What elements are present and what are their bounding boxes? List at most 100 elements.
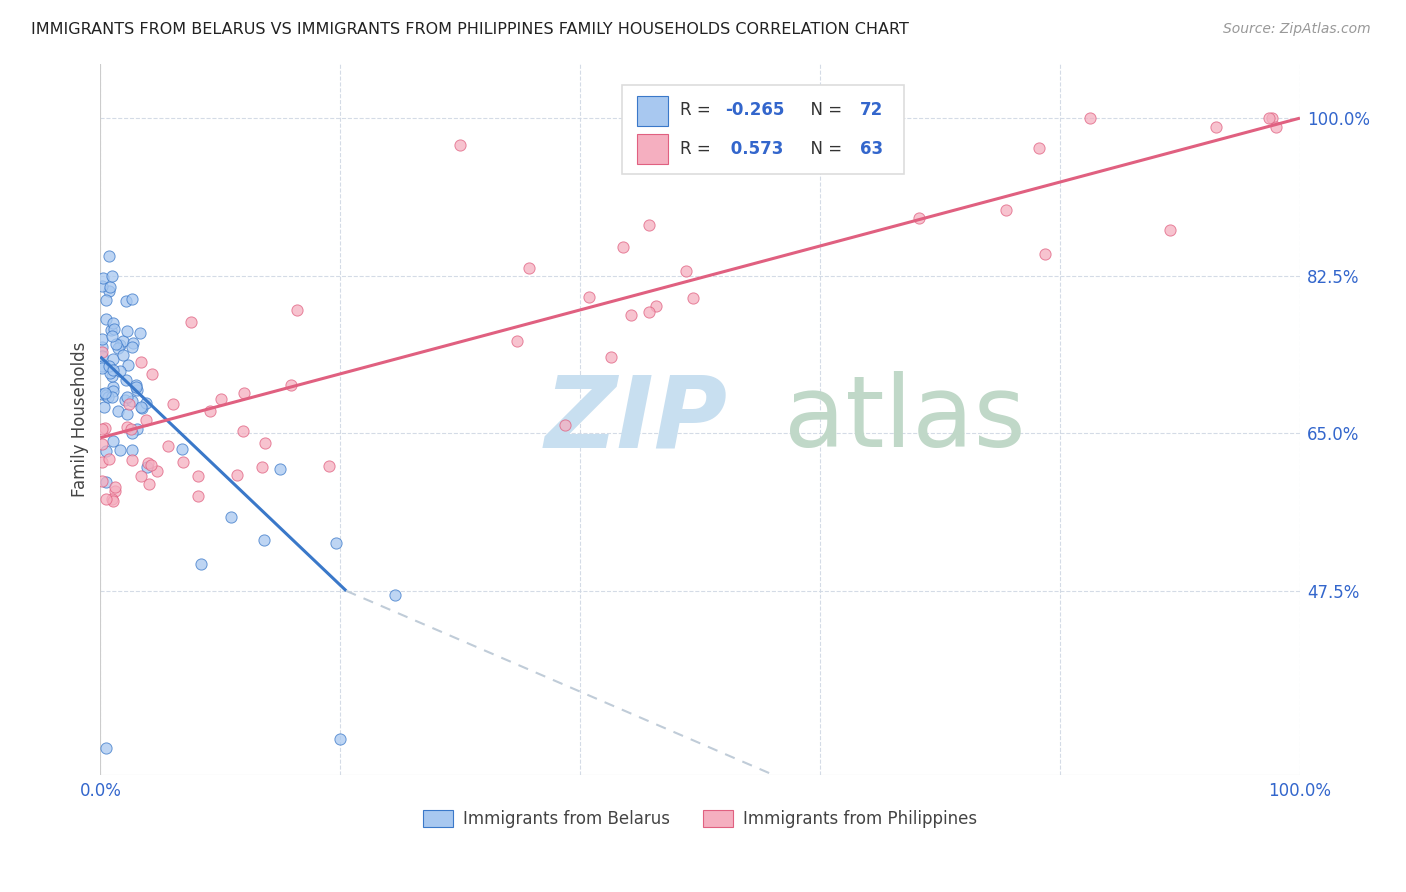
Text: -0.265: -0.265 <box>725 102 785 120</box>
Point <box>94 421 117 435</box>
Point <box>98 248 121 262</box>
Point <box>638 305 661 319</box>
Point <box>97 452 120 467</box>
Point <box>139 458 162 472</box>
Point <box>1265 120 1288 134</box>
Point <box>506 334 529 349</box>
Point <box>103 322 125 336</box>
Text: Source: ZipAtlas.com: Source: ZipAtlas.com <box>1223 22 1371 37</box>
Text: 72: 72 <box>859 102 883 120</box>
Point <box>100 323 122 337</box>
Point <box>1033 246 1056 260</box>
Point <box>280 378 302 392</box>
Point <box>121 393 143 408</box>
Point <box>131 401 153 416</box>
Point <box>121 453 143 467</box>
Point <box>101 369 124 384</box>
Point <box>384 588 406 602</box>
Point <box>91 475 114 489</box>
Point <box>129 468 152 483</box>
Point <box>108 364 131 378</box>
Point <box>578 290 600 304</box>
Point <box>98 280 121 294</box>
Point <box>90 422 112 436</box>
Text: 63: 63 <box>859 140 883 158</box>
Point <box>1159 223 1181 237</box>
Point <box>101 434 124 448</box>
Point <box>121 341 143 355</box>
Point <box>103 363 125 377</box>
Point <box>645 299 668 313</box>
Point <box>135 396 157 410</box>
Legend: Immigrants from Belarus, Immigrants from Philippines: Immigrants from Belarus, Immigrants from… <box>416 803 984 835</box>
Point <box>138 477 160 491</box>
Point <box>96 741 118 756</box>
Point <box>1258 111 1281 125</box>
Point <box>96 312 118 326</box>
Point <box>517 260 540 275</box>
Text: ZIP: ZIP <box>544 371 727 468</box>
Point <box>101 352 124 367</box>
Point <box>93 386 115 401</box>
Point <box>253 436 276 450</box>
Point <box>90 359 112 373</box>
Text: R =: R = <box>679 102 716 120</box>
Point <box>170 442 193 456</box>
Point <box>637 218 659 232</box>
Point <box>103 316 125 330</box>
Point <box>908 211 931 225</box>
Point <box>129 400 152 414</box>
Point <box>117 358 139 372</box>
Point <box>127 383 149 397</box>
Point <box>995 202 1018 217</box>
Point <box>96 443 118 458</box>
Point <box>180 315 202 329</box>
Point <box>101 269 124 284</box>
Point <box>219 510 242 524</box>
Point <box>115 324 138 338</box>
Point <box>125 377 148 392</box>
Point <box>118 397 141 411</box>
Point <box>90 344 112 359</box>
Y-axis label: Family Households: Family Households <box>72 343 89 498</box>
Point <box>90 437 112 451</box>
Point <box>269 461 291 475</box>
Point <box>125 379 148 393</box>
Point <box>675 263 697 277</box>
Point <box>129 355 152 369</box>
Point <box>156 439 179 453</box>
Point <box>90 361 112 376</box>
Point <box>96 475 118 490</box>
Point <box>96 491 118 506</box>
Point <box>117 419 139 434</box>
Text: atlas: atlas <box>785 371 1026 468</box>
Point <box>107 341 129 355</box>
Point <box>682 291 704 305</box>
Point <box>101 492 124 507</box>
Point <box>120 422 142 436</box>
Point <box>90 350 112 364</box>
Point <box>104 480 127 494</box>
Point <box>90 278 112 293</box>
Point <box>115 293 138 308</box>
Point <box>329 732 352 747</box>
Point <box>93 271 115 285</box>
Point <box>98 285 121 299</box>
Point <box>121 442 143 457</box>
Point <box>98 359 121 374</box>
Point <box>600 350 623 364</box>
Point <box>612 239 634 253</box>
Point <box>1078 111 1101 125</box>
Point <box>162 397 184 411</box>
Point <box>187 489 209 503</box>
Point <box>172 455 194 469</box>
Point <box>90 340 112 354</box>
Point <box>141 367 163 381</box>
Point <box>146 464 169 478</box>
Text: 0.573: 0.573 <box>725 140 783 158</box>
Point <box>104 483 127 498</box>
Text: R =: R = <box>679 140 721 158</box>
Point <box>91 455 114 469</box>
Text: N =: N = <box>800 102 846 120</box>
Point <box>101 494 124 508</box>
